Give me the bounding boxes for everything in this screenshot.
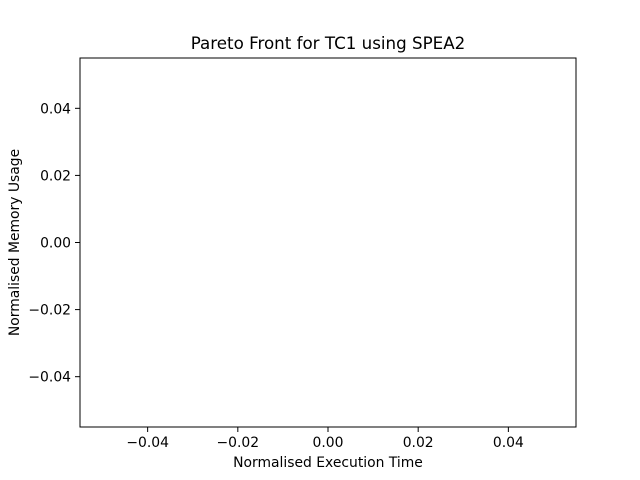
y-tick-label: 0.04 [40, 101, 71, 117]
x-tick-label: 0.00 [313, 435, 344, 451]
x-axis: −0.04 −0.02 0.00 0.02 0.04 [126, 427, 524, 451]
x-tick-label: 0.02 [403, 435, 434, 451]
x-tick-label: −0.02 [217, 435, 260, 451]
plot-frame [79, 57, 577, 428]
x-tick-label: 0.04 [493, 435, 524, 451]
y-tick-label: 0.02 [40, 168, 71, 184]
y-axis: −0.04 −0.02 0.00 0.02 0.04 [28, 101, 80, 386]
chart-title: Pareto Front for TC1 using SPEA2 [191, 33, 466, 53]
y-tick-label: −0.02 [28, 303, 71, 319]
y-axis-label: Normalised Memory Usage [7, 149, 23, 336]
y-tick-label: 0.00 [40, 236, 71, 252]
y-tick-label: −0.04 [28, 370, 71, 386]
plot-area [79, 57, 577, 428]
x-tick-label: −0.04 [126, 435, 169, 451]
x-axis-label: Normalised Execution Time [233, 455, 423, 471]
